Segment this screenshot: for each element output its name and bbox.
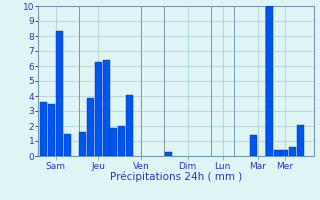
- X-axis label: Précipitations 24h ( mm ): Précipitations 24h ( mm ): [110, 172, 242, 182]
- Bar: [40, 102, 47, 156]
- Bar: [289, 147, 296, 156]
- Bar: [56, 31, 63, 156]
- Bar: [118, 126, 125, 156]
- Bar: [297, 124, 304, 156]
- Bar: [102, 60, 109, 156]
- Bar: [95, 62, 102, 156]
- Bar: [165, 152, 172, 156]
- Bar: [79, 132, 86, 156]
- Bar: [110, 128, 117, 156]
- Bar: [126, 95, 133, 156]
- Bar: [274, 150, 281, 156]
- Bar: [48, 104, 55, 156]
- Bar: [250, 135, 257, 156]
- Bar: [87, 98, 94, 156]
- Bar: [64, 134, 71, 156]
- Bar: [266, 6, 273, 156]
- Bar: [281, 150, 288, 156]
